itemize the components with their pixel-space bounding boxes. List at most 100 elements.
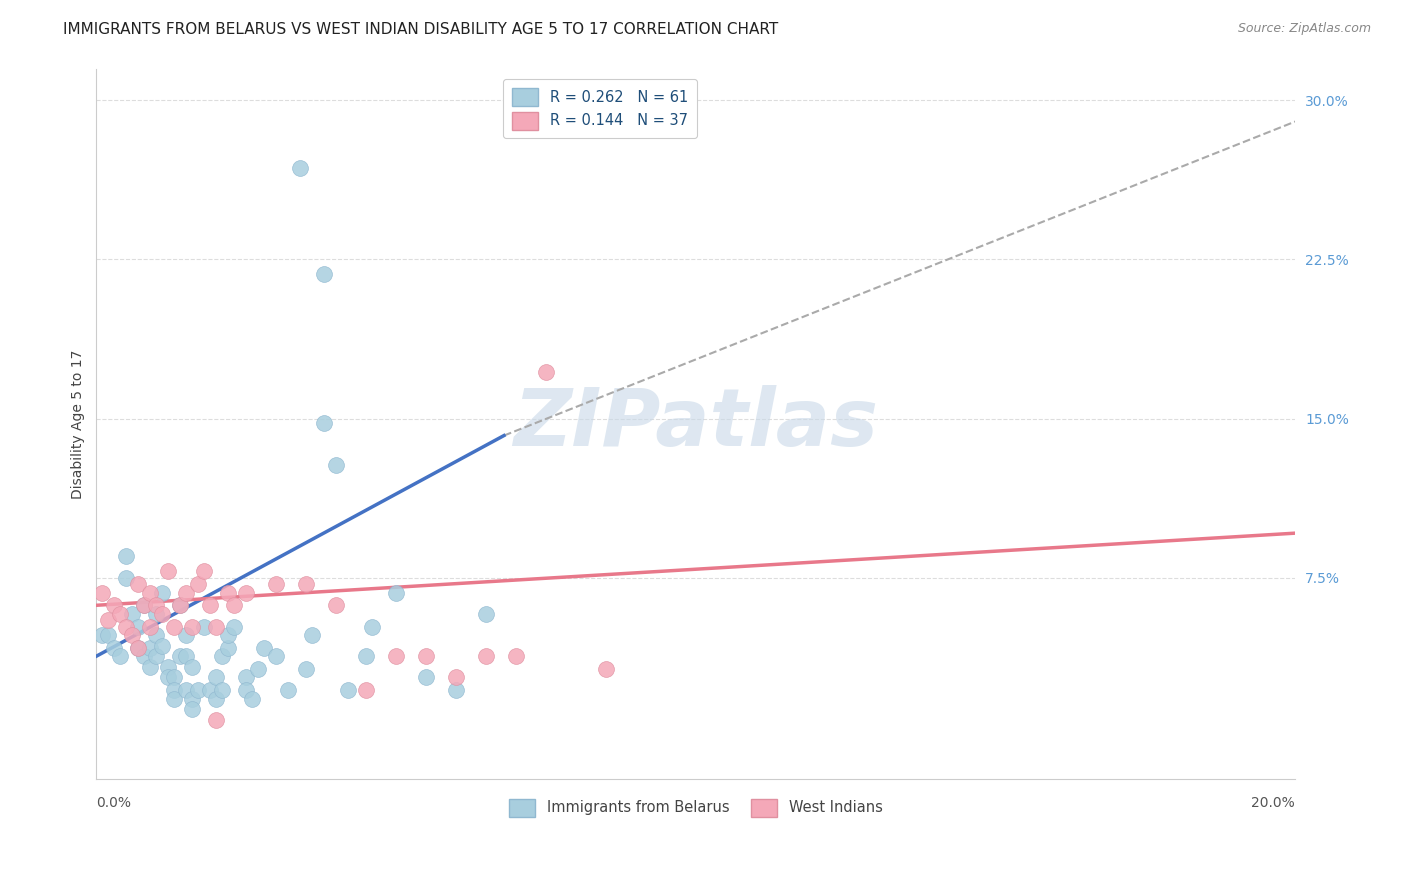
Point (295, 577, 318, 591)
Point (134, 649, 156, 664)
Point (181, 691, 204, 706)
Point (187, 577, 209, 591)
Point (163, 691, 186, 706)
Point (174, 649, 197, 664)
Point (211, 649, 233, 664)
Point (415, 670, 437, 684)
Point (235, 683, 257, 698)
Point (139, 585, 162, 599)
Point (110, 649, 132, 664)
Point (205, 713, 228, 727)
Y-axis label: Disability Age 5 to 17: Disability Age 5 to 17 (72, 349, 86, 499)
Point (121, 628, 143, 642)
Point (157, 565, 180, 579)
Point (444, 683, 467, 698)
Point (444, 670, 467, 684)
Point (127, 577, 149, 591)
Point (103, 599, 125, 613)
Point (91, 585, 114, 599)
Point (127, 619, 149, 633)
Point (354, 683, 377, 698)
Point (187, 683, 209, 698)
Point (240, 691, 263, 706)
Point (385, 649, 408, 664)
Text: ZIPatlas: ZIPatlas (513, 384, 879, 463)
Point (361, 619, 384, 633)
Point (103, 640, 125, 655)
Point (253, 640, 276, 655)
Point (314, 268, 336, 282)
Point (163, 670, 186, 684)
Point (169, 599, 191, 613)
Point (139, 640, 162, 655)
Point (247, 662, 270, 676)
Point (145, 628, 167, 642)
Point (217, 585, 239, 599)
Point (139, 619, 162, 633)
Point (174, 628, 197, 642)
Point (475, 607, 498, 621)
Point (163, 619, 186, 633)
Point (181, 619, 204, 633)
Point (181, 660, 204, 674)
Point (150, 607, 173, 621)
Point (157, 660, 180, 674)
Point (200, 599, 222, 613)
Point (314, 416, 336, 430)
Point (157, 670, 180, 684)
Point (337, 683, 360, 698)
Point (145, 607, 167, 621)
Point (415, 649, 437, 664)
Point (288, 161, 311, 176)
Point (200, 683, 222, 698)
Point (235, 670, 257, 684)
Text: 0.0%: 0.0% (97, 797, 131, 810)
Point (169, 599, 191, 613)
Point (193, 619, 215, 633)
Point (127, 640, 149, 655)
Legend: Immigrants from Belarus, West Indians: Immigrants from Belarus, West Indians (501, 790, 891, 825)
Point (97, 613, 120, 627)
Point (385, 585, 408, 599)
Text: Source: ZipAtlas.com: Source: ZipAtlas.com (1237, 22, 1371, 36)
Point (110, 607, 132, 621)
Point (97, 628, 120, 642)
Point (205, 619, 228, 633)
Point (150, 639, 173, 653)
Point (217, 640, 239, 655)
Point (277, 683, 299, 698)
Point (115, 619, 138, 633)
Point (127, 640, 149, 655)
Point (217, 628, 239, 642)
Point (181, 702, 204, 716)
Point (205, 670, 228, 684)
Point (211, 683, 233, 698)
Point (139, 660, 162, 674)
Point (163, 683, 186, 698)
Point (145, 599, 167, 613)
Point (475, 649, 498, 664)
Point (115, 571, 138, 585)
Point (264, 577, 287, 591)
Point (134, 599, 156, 613)
Point (224, 599, 246, 613)
Point (264, 649, 287, 664)
Point (224, 619, 246, 633)
Point (354, 649, 377, 664)
Point (205, 691, 228, 706)
Point (295, 662, 318, 676)
Point (325, 599, 347, 613)
Point (174, 585, 197, 599)
Point (505, 649, 527, 664)
Point (121, 607, 143, 621)
Point (235, 585, 257, 599)
Point (91, 628, 114, 642)
Text: IMMIGRANTS FROM BELARUS VS WEST INDIAN DISABILITY AGE 5 TO 17 CORRELATION CHART: IMMIGRANTS FROM BELARUS VS WEST INDIAN D… (63, 22, 779, 37)
Point (150, 585, 173, 599)
Point (134, 599, 156, 613)
Point (145, 649, 167, 664)
Point (169, 649, 191, 664)
Point (595, 662, 617, 676)
Point (534, 365, 557, 379)
Point (193, 565, 215, 579)
